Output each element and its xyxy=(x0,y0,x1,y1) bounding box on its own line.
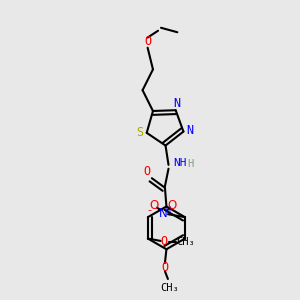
Text: N: N xyxy=(174,97,181,110)
Text: CH₃: CH₃ xyxy=(176,236,195,247)
Text: O: O xyxy=(161,235,168,248)
Text: O: O xyxy=(161,261,169,274)
Text: S: S xyxy=(136,126,144,139)
Text: H: H xyxy=(187,159,193,169)
Text: O: O xyxy=(143,166,151,178)
Text: +: + xyxy=(165,205,173,215)
Text: NH: NH xyxy=(173,158,187,168)
Text: O: O xyxy=(149,200,159,212)
Text: O: O xyxy=(168,200,177,212)
Text: CH₃: CH₃ xyxy=(160,284,179,293)
Text: O: O xyxy=(144,35,151,48)
Text: N: N xyxy=(159,207,167,220)
Text: -: - xyxy=(148,205,152,215)
Text: N: N xyxy=(186,124,194,136)
